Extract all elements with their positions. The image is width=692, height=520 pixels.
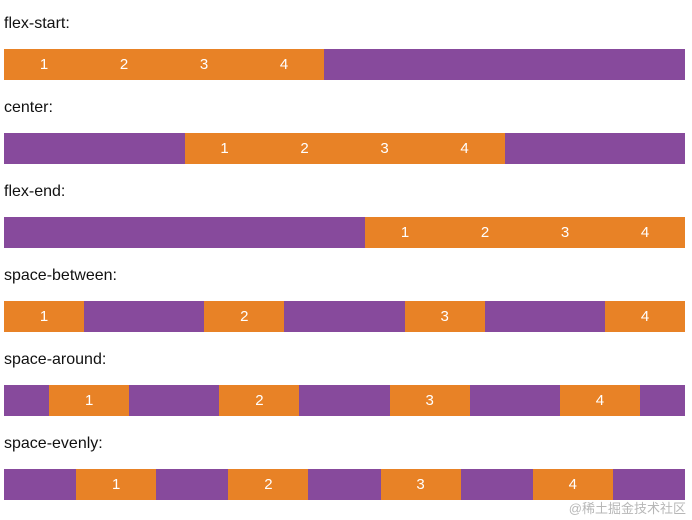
flex-item: 3 — [344, 133, 425, 164]
flex-item: 1 — [4, 49, 84, 80]
flex-item: 2 — [228, 469, 309, 500]
flex-item: 1 — [184, 133, 265, 164]
flex-container-space-evenly: 1 2 3 4 — [4, 469, 685, 500]
flex-item: 4 — [424, 133, 505, 164]
flex-item: 2 — [264, 133, 345, 164]
flex-item: 1 — [49, 385, 130, 416]
flex-item: 4 — [532, 469, 613, 500]
flex-item: 3 — [389, 385, 470, 416]
row-label-space-between: space-between: — [4, 267, 117, 284]
watermark: @稀土掘金技术社区 — [568, 501, 686, 516]
flex-item: 2 — [219, 385, 300, 416]
flex-item: 1 — [4, 301, 84, 332]
flex-item: 4 — [559, 385, 640, 416]
flex-item: 4 — [604, 301, 685, 332]
flex-item: 3 — [380, 469, 461, 500]
flex-item: 2 — [204, 301, 285, 332]
flex-item: 2 — [445, 217, 525, 248]
flex-item: 3 — [164, 49, 244, 80]
flex-container-space-around: 1 2 3 4 — [4, 385, 685, 416]
flex-item: 2 — [84, 49, 164, 80]
row-label-space-evenly: space-evenly: — [4, 435, 103, 452]
flex-container-space-between: 1 2 3 4 — [4, 301, 685, 332]
flex-item: 1 — [365, 217, 445, 248]
flex-item: 4 — [605, 217, 685, 248]
flex-container-center: 1 2 3 4 — [4, 133, 685, 164]
row-label-space-around: space-around: — [4, 351, 107, 368]
flex-item: 4 — [244, 49, 324, 80]
flex-container-flex-start: 1 2 3 4 — [4, 49, 685, 80]
flex-item: 3 — [404, 301, 485, 332]
row-label-center: center: — [4, 99, 53, 116]
flex-container-flex-end: 1 2 3 4 — [4, 217, 685, 248]
flex-item: 1 — [76, 469, 157, 500]
flex-item: 3 — [525, 217, 605, 248]
row-label-flex-end: flex-end: — [4, 183, 66, 200]
row-label-flex-start: flex-start: — [4, 15, 70, 32]
